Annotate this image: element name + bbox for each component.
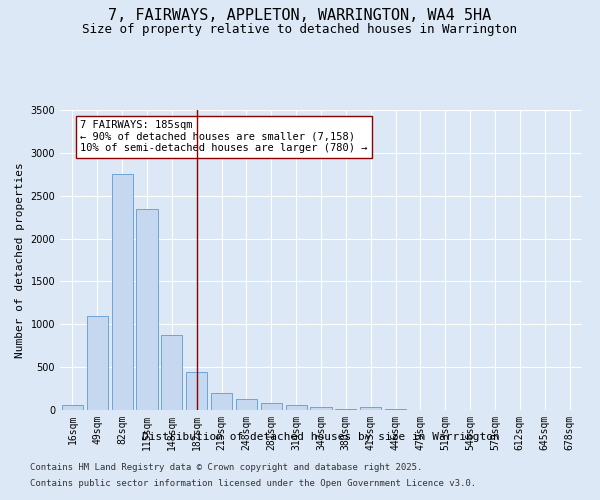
Bar — [186, 372, 207, 410]
Bar — [360, 408, 381, 410]
Bar — [62, 406, 83, 410]
Bar — [236, 399, 257, 410]
Bar — [286, 406, 307, 410]
Text: Distribution of detached houses by size in Warrington: Distribution of detached houses by size … — [142, 432, 500, 442]
Text: Size of property relative to detached houses in Warrington: Size of property relative to detached ho… — [83, 22, 517, 36]
Text: Contains HM Land Registry data © Crown copyright and database right 2025.: Contains HM Land Registry data © Crown c… — [30, 464, 422, 472]
Bar — [335, 408, 356, 410]
Text: 7 FAIRWAYS: 185sqm
← 90% of detached houses are smaller (7,158)
10% of semi-deta: 7 FAIRWAYS: 185sqm ← 90% of detached hou… — [80, 120, 367, 154]
Bar — [161, 334, 182, 410]
Y-axis label: Number of detached properties: Number of detached properties — [15, 162, 25, 358]
Bar — [136, 208, 158, 410]
Bar — [112, 174, 133, 410]
Text: Contains public sector information licensed under the Open Government Licence v3: Contains public sector information licen… — [30, 478, 476, 488]
Bar — [261, 403, 282, 410]
Bar — [310, 408, 332, 410]
Bar — [211, 393, 232, 410]
Text: 7, FAIRWAYS, APPLETON, WARRINGTON, WA4 5HA: 7, FAIRWAYS, APPLETON, WARRINGTON, WA4 5… — [109, 8, 491, 22]
Bar — [87, 316, 108, 410]
